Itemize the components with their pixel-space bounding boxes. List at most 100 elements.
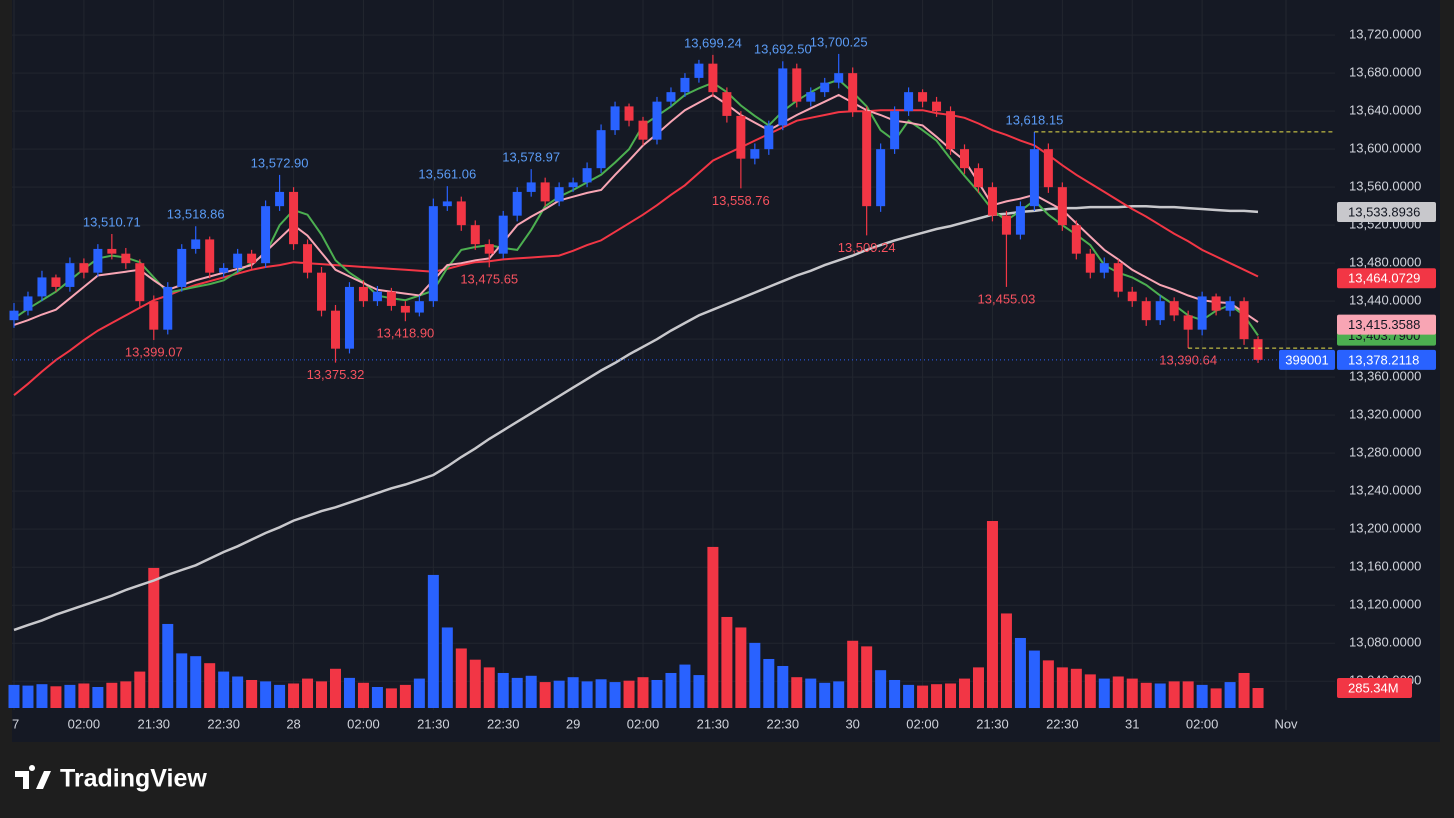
candle-body [806,92,816,102]
candle-body [904,92,914,112]
candle-body [442,201,452,207]
low-label: 13,509.24 [838,240,896,255]
x-tick-label: 30 [845,716,859,731]
x-tick-label: 7 [12,716,19,731]
volume-bar [539,682,551,708]
candle-body [610,106,620,131]
volume-bar [749,642,761,708]
volume-bar [525,675,537,708]
candle-body [289,191,299,245]
price-badge [1337,268,1436,289]
volume-bar [78,683,90,708]
volume-bar [623,680,635,708]
candle-body [400,305,410,313]
candle-body [191,239,201,249]
volume-bar [385,688,397,708]
volume-bar [148,567,160,708]
x-tick-label: 02:00 [906,716,939,731]
volume-bar [1168,681,1180,708]
candle-body [582,168,592,183]
volume-bar [707,546,719,708]
volume-bar [1070,668,1082,708]
y-tick-label: 13,360.0000 [1349,369,1421,384]
candle-body [778,68,788,126]
volume-bar [889,679,901,708]
candle-body [1169,301,1179,316]
candle-body [1099,263,1109,273]
candle-body [275,191,285,207]
high-label: 13,700.25 [810,34,868,49]
x-tick-label: 28 [286,716,300,731]
candle-body [498,215,508,254]
y-tick-label: 13,640.0000 [1349,103,1421,118]
volume-bar [92,686,104,708]
logo: TradingView [15,765,207,793]
candle-body [386,291,396,306]
x-tick-label: 31 [1125,716,1139,731]
candle-body [708,63,718,93]
candle-body [1141,301,1151,321]
volume-bar [246,679,258,708]
volume-bar [665,672,677,708]
x-tick-label: Nov [1274,716,1298,731]
candle-body [344,286,354,349]
high-label: 13,561.06 [418,167,476,182]
volume-badge-label: 285.34M [1348,680,1399,695]
candle-body [890,111,900,150]
x-tick-label: 21:30 [976,716,1009,731]
price-badge [1337,314,1436,335]
candle-body [330,310,340,349]
volume-bar [1154,683,1166,708]
x-tick-label: 21:30 [417,716,450,731]
candle-body [820,82,830,93]
volume-bar [693,675,705,708]
candle-body [946,111,956,150]
volume-bar [679,664,691,708]
volume-bar [1112,676,1124,708]
volume-badge [1337,678,1412,699]
candle-body [722,92,732,116]
volume-bar [1084,674,1096,708]
candle-body [764,125,774,150]
volume-bar [763,658,775,708]
volume-bar [427,574,439,708]
candle-body [848,73,858,112]
candle-body [372,291,382,302]
x-tick-label: 21:30 [138,716,171,731]
candle-body [358,286,368,302]
price-badge-label: 13,464.0729 [1348,271,1420,286]
brand: TradingView [60,765,207,793]
last-price-badge [1337,349,1436,370]
candle-body [1127,291,1137,302]
candle-body [261,206,271,264]
volume-bar [805,678,817,708]
candle-body [233,253,243,268]
volume-bar [120,681,132,708]
y-tick-label: 13,240.0000 [1349,483,1421,498]
volume-bar [441,627,453,708]
volume-bar [64,684,76,708]
candle-body [918,92,928,102]
volume-bar [1000,613,1012,708]
candle-body [37,277,47,297]
volume-bar [986,521,998,708]
candle-body [470,225,480,245]
volume-bar [595,679,607,708]
candle-body [1211,296,1221,311]
high-label: 13,692.50 [754,42,812,57]
volume-bar [931,684,943,708]
candle-body [247,253,257,264]
volume-bar [861,646,873,708]
candle-body [973,168,983,188]
volume-bar [1014,637,1026,708]
candle-body [1015,206,1025,235]
volume-bar [903,684,915,708]
volume-bar [22,685,34,708]
volume-bar [1042,660,1054,708]
y-tick-label: 13,200.0000 [1349,521,1421,536]
volume-bar [469,659,481,708]
x-tick-label: 21:30 [697,716,730,731]
candle-body [540,182,550,202]
candle-body [568,182,578,188]
